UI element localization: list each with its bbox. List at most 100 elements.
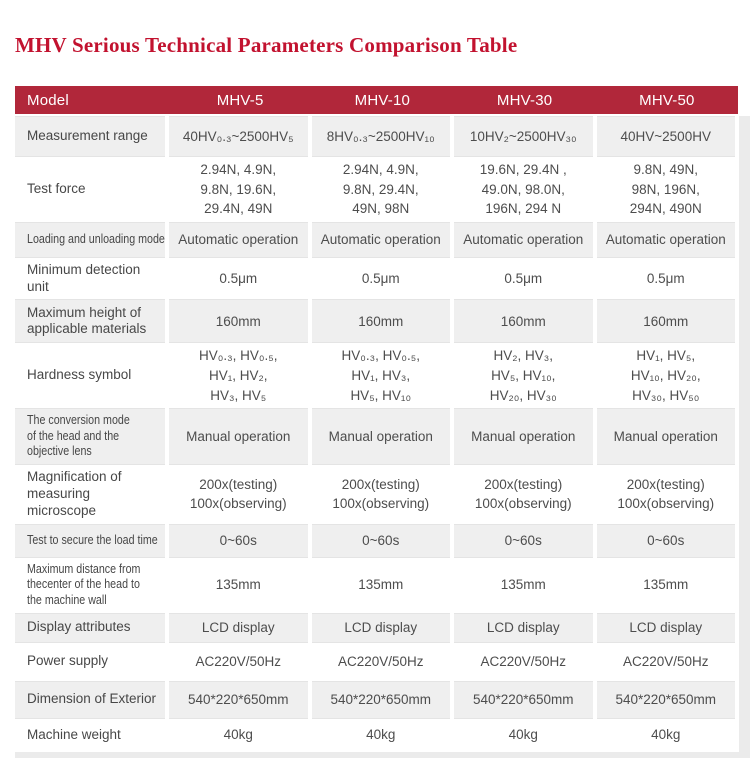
row-label: Power supply bbox=[15, 641, 165, 681]
row-value: 0.5μm bbox=[596, 256, 735, 300]
table-right-edge bbox=[739, 221, 750, 257]
header-cell-mhv-30: MHV-30 bbox=[496, 91, 553, 109]
row-value: 540*220*650mm bbox=[596, 680, 735, 718]
row-value: HV₀.₃, HV₀.₅, HV₁, HV₃, HV₅, HV₁₀ bbox=[311, 342, 450, 409]
row-label: Magnification of measuring microscope bbox=[15, 464, 165, 524]
row-label: Maximum height of applicable materials bbox=[15, 299, 165, 343]
row-value: LCD display bbox=[311, 612, 450, 642]
table-right-edge bbox=[739, 717, 750, 752]
row-value: AC220V/50Hz bbox=[454, 641, 593, 681]
row-value: 0~60s bbox=[169, 523, 308, 557]
row-value: Manual operation bbox=[596, 408, 735, 464]
row-value: Manual operation bbox=[454, 408, 593, 464]
row-value: 135mm bbox=[169, 556, 308, 613]
row-value: 19.6N, 29.4N , 49.0N, 98.0N, 196N, 294 N bbox=[454, 156, 593, 222]
row-label: Hardness symbol bbox=[15, 342, 165, 409]
row-value: Automatic operation bbox=[596, 221, 735, 257]
row-value: 135mm bbox=[596, 556, 735, 613]
header-cell-mhv-50: MHV-50 bbox=[639, 91, 695, 109]
row-label: The conversion mode of the head and the … bbox=[15, 408, 165, 464]
table-row: Maximum height of applicable materials 16… bbox=[15, 299, 750, 343]
row-value: LCD display bbox=[454, 612, 593, 642]
row-value: 0~60s bbox=[596, 523, 735, 557]
row-value: 200x(testing) 100x(observing) bbox=[169, 464, 308, 524]
row-value: 200x(testing) 100x(observing) bbox=[311, 464, 450, 524]
row-value: Automatic operation bbox=[311, 221, 450, 257]
row-value: 0.5μm bbox=[311, 256, 450, 300]
table-row: Test force 2.94N, 4.9N, 9.8N, 19.6N, 29.4… bbox=[15, 156, 750, 222]
table-right-edge bbox=[739, 156, 750, 222]
table-row: Display attributes LCD display LCD display… bbox=[15, 612, 750, 642]
row-value: Automatic operation bbox=[454, 221, 593, 257]
row-value: 0.5μm bbox=[454, 256, 593, 300]
row-value: 40HV₀.₃~2500HV₅ bbox=[169, 116, 308, 156]
row-value: 40HV~2500HV bbox=[596, 116, 735, 156]
row-value: 2.94N, 4.9N, 9.8N, 19.6N, 29.4N, 49N bbox=[169, 156, 308, 222]
table-row: Measurement range 40HV₀.₃~2500HV₅ 8HV₀.₃~2… bbox=[15, 116, 750, 156]
row-label: Loading and unloading mode bbox=[15, 221, 165, 257]
row-value: 0~60s bbox=[454, 523, 593, 557]
table-row: Test to secure the load time 0~60s 0~60s 0~… bbox=[15, 523, 750, 557]
row-value: LCD display bbox=[169, 612, 308, 642]
row-value: 0~60s bbox=[311, 523, 450, 557]
table-right-edge bbox=[739, 680, 750, 718]
header-cell-mhv-5: MHV-5 bbox=[216, 91, 264, 109]
row-value: 8HV₀.₃~2500HV₁₀ bbox=[311, 116, 450, 156]
row-label: Test force bbox=[15, 156, 165, 222]
row-value: AC220V/50Hz bbox=[169, 641, 308, 681]
row-value: HV₂, HV₃, HV₅, HV₁₀, HV₂₀, HV₃₀ bbox=[454, 342, 593, 409]
table-row: Hardness symbol HV₀.₃, HV₀.₅, HV₁, HV₂, H… bbox=[15, 342, 750, 409]
table-row: The conversion mode of the head and the … bbox=[15, 408, 750, 464]
row-value: LCD display bbox=[596, 612, 735, 642]
row-label: Display attributes bbox=[15, 612, 165, 642]
row-value: 135mm bbox=[454, 556, 593, 613]
table-row: Magnification of measuring microscope 200… bbox=[15, 464, 750, 524]
row-label-text: Test to secure the load time bbox=[27, 532, 158, 547]
row-value: Manual operation bbox=[169, 408, 308, 464]
table-right-edge bbox=[739, 612, 750, 642]
table-right-edge bbox=[739, 408, 750, 464]
comparison-table: Model MHV-5 MHV-10 MHV-30 MHV-50 Measurement… bbox=[15, 86, 750, 758]
row-value: HV₀.₃, HV₀.₅, HV₁, HV₂, HV₃, HV₅ bbox=[169, 342, 308, 409]
table-right-edge bbox=[739, 342, 750, 409]
row-label: Maximum distance from thecenter of the h… bbox=[15, 556, 165, 613]
row-value: 9.8N, 49N, 98N, 196N, 294N, 490N bbox=[596, 156, 735, 222]
header-cell-model: Model bbox=[27, 91, 69, 109]
row-label-text: The conversion mode of the head and the … bbox=[27, 413, 130, 459]
row-value: 40kg bbox=[454, 717, 593, 752]
row-label: Minimum detection unit bbox=[15, 256, 165, 300]
row-value: 160mm bbox=[169, 299, 308, 343]
table-right-edge bbox=[739, 641, 750, 681]
table-header-row: Model MHV-5 MHV-10 MHV-30 MHV-50 bbox=[15, 86, 738, 114]
row-label: Dimension of Exterior bbox=[15, 680, 165, 718]
table-row: Minimum detection unit 0.5μm 0.5μm 0.5μm 0.5… bbox=[15, 256, 750, 300]
row-label-text: Maximum distance from thecenter of the h… bbox=[27, 561, 141, 607]
row-value: AC220V/50Hz bbox=[311, 641, 450, 681]
page: MHV Serious Technical Parameters Compari… bbox=[15, 33, 750, 758]
row-value: 200x(testing) 100x(observing) bbox=[596, 464, 735, 524]
row-value: Automatic operation bbox=[169, 221, 308, 257]
table-row: Loading and unloading mode Automatic oper… bbox=[15, 221, 750, 257]
table-row: Power supply AC220V/50Hz AC220V/50Hz AC220V… bbox=[15, 641, 750, 681]
table-bottom-edge bbox=[15, 751, 750, 758]
row-label: Measurement range bbox=[15, 116, 165, 156]
row-value: 135mm bbox=[311, 556, 450, 613]
row-value: 40kg bbox=[311, 717, 450, 752]
row-label-text: Loading and unloading mode bbox=[27, 231, 165, 246]
page-title: MHV Serious Technical Parameters Compari… bbox=[15, 33, 518, 57]
row-value: Manual operation bbox=[311, 408, 450, 464]
table-right-edge bbox=[739, 299, 750, 343]
table-right-edge bbox=[739, 464, 750, 524]
row-label: Test to secure the load time bbox=[15, 523, 165, 557]
row-value: 0.5μm bbox=[169, 256, 308, 300]
row-value: 40kg bbox=[169, 717, 308, 752]
table-right-edge bbox=[739, 256, 750, 300]
table-body: Measurement range 40HV₀.₃~2500HV₅ 8HV₀.₃~2… bbox=[15, 116, 750, 752]
row-value: HV₁, HV₅, HV₁₀, HV₂₀, HV₃₀, HV₅₀ bbox=[596, 342, 735, 409]
row-value: 160mm bbox=[596, 299, 735, 343]
table-right-edge bbox=[739, 116, 750, 156]
row-value: 540*220*650mm bbox=[454, 680, 593, 718]
row-value: 540*220*650mm bbox=[169, 680, 308, 718]
table-row: Dimension of Exterior 540*220*650mm 540*22… bbox=[15, 680, 750, 718]
header-cell-mhv-10: MHV-10 bbox=[354, 91, 411, 109]
